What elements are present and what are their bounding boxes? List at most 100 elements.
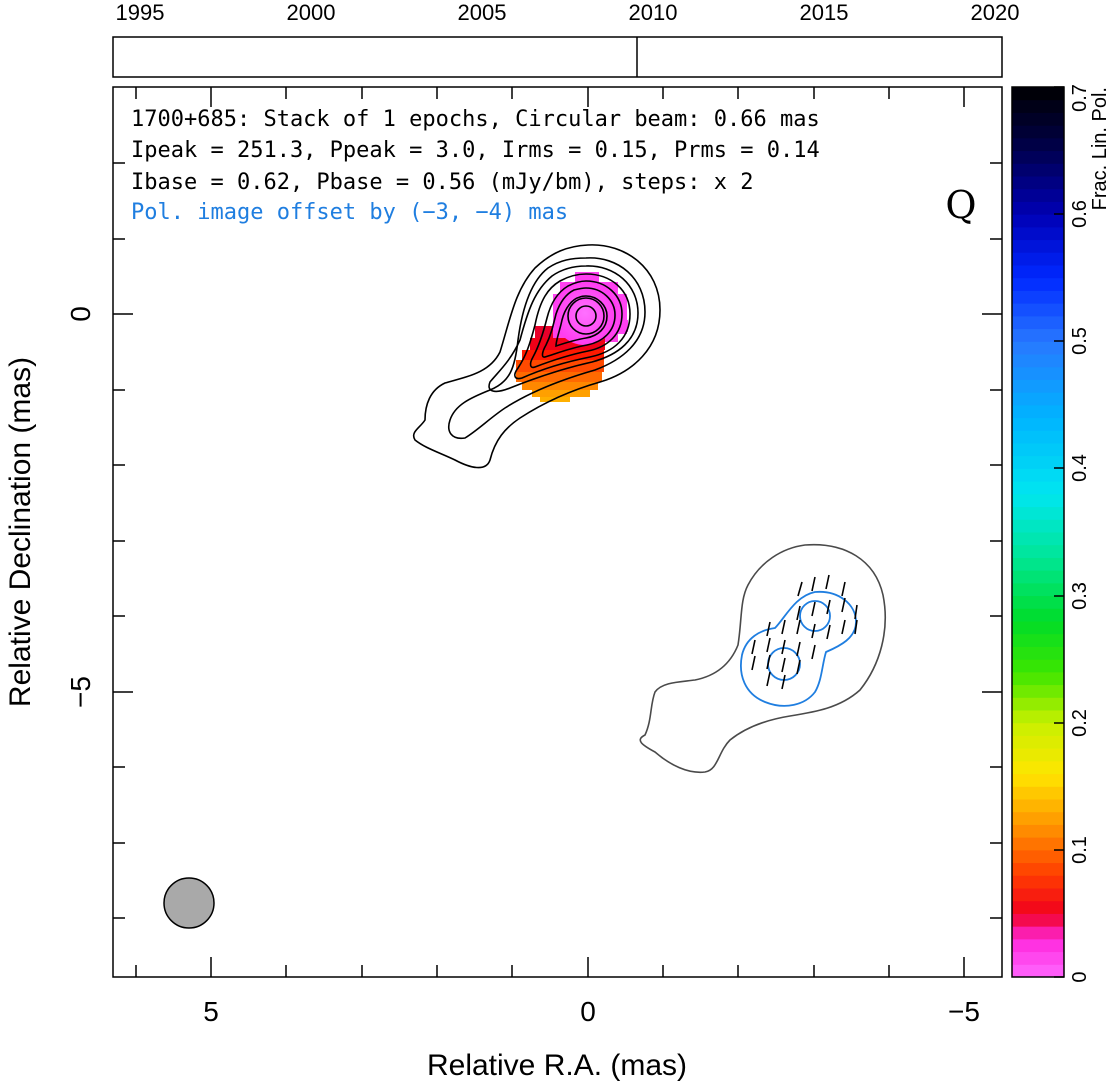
x-tick-label-0: 0 [580, 996, 596, 1027]
header-line-3: Ibase = 0.62, Pbase = 0.56 (mJy/bm), ste… [131, 170, 754, 195]
year-label-2000: 2000 [287, 0, 336, 25]
colorbar-tick-0.6: 0.6 [1069, 200, 1091, 228]
colorbar-band [1012, 710, 1064, 724]
colorbar: 0 0.1 0.2 0.3 0.4 0.5 0.6 0.7 Frac. Lin.… [1011, 84, 1111, 983]
colorbar-band [1012, 900, 1064, 914]
x-tick-label-5: 5 [203, 996, 219, 1027]
colorbar-band [1012, 112, 1064, 126]
colorbar-band [1012, 964, 1064, 978]
colorbar-band [1012, 799, 1064, 813]
map-panel: 1700+685: Stack of 1 epochs, Circular be… [4, 86, 1003, 1082]
year-label-2020: 2020 [971, 0, 1020, 25]
colorbar-band [1012, 430, 1064, 444]
colorbar-band [1012, 748, 1064, 762]
timeline-box [112, 36, 1003, 78]
colorbar-band [1012, 315, 1064, 330]
colorbar-band [1012, 392, 1064, 406]
year-label-2015: 2015 [800, 0, 849, 25]
colorbar-band [1012, 379, 1064, 393]
colorbar-band [1012, 544, 1064, 558]
colorbar-band [1012, 595, 1064, 609]
colorbar-band [1012, 303, 1064, 317]
colorbar-band [1012, 163, 1064, 177]
colorbar-band [1012, 150, 1064, 164]
colorbar-band [1012, 87, 1064, 101]
colorbar-band [1012, 582, 1064, 597]
colorbar-tick-0.5: 0.5 [1069, 327, 1091, 355]
y-axis-label: Relative Declination (mas) [4, 357, 37, 707]
colorbar-band [1012, 875, 1064, 889]
colorbar-band [1012, 913, 1064, 927]
colorbar-band [1012, 252, 1064, 266]
colorbar-tick-0.4: 0.4 [1069, 454, 1091, 482]
stokes-label: Q [945, 183, 976, 227]
colorbar-band [1012, 506, 1064, 520]
y-tick-label-minus5: −5 [65, 676, 96, 708]
colorbar-band [1012, 888, 1064, 902]
colorbar-frame [1011, 86, 1065, 978]
colorbar-band [1012, 786, 1064, 800]
colorbar-band [1012, 557, 1064, 571]
evpa-vectors [751, 574, 858, 690]
colorbar-band [1012, 443, 1064, 457]
colorbar-band [1012, 455, 1064, 469]
colorbar-band [1012, 417, 1064, 431]
colorbar-band [1012, 354, 1064, 368]
colorbar-ticks [1054, 86, 1064, 978]
colorbar-bands [1012, 87, 1064, 978]
colorbar-band [1012, 951, 1064, 965]
colorbar-tick-0.7: 0.7 [1069, 84, 1091, 112]
y-axis-ticks [113, 162, 1002, 919]
colorbar-band [1012, 176, 1064, 190]
colorbar-tick-0: 0 [1069, 971, 1091, 982]
colorbar-band [1012, 722, 1064, 736]
colorbar-band [1012, 328, 1064, 342]
colorbar-band [1012, 493, 1064, 508]
colorbar-band [1012, 468, 1064, 482]
colorbar-band [1012, 239, 1064, 253]
colorbar-band [1012, 926, 1064, 940]
colorbar-band [1012, 519, 1064, 533]
colorbar-band [1012, 99, 1064, 113]
colorbar-tick-0.1: 0.1 [1069, 836, 1091, 864]
year-label-2010: 2010 [629, 0, 678, 25]
colorbar-band [1012, 341, 1064, 355]
colorbar-band [1012, 938, 1064, 953]
colorbar-band [1012, 849, 1064, 864]
colorbar-band [1012, 277, 1064, 291]
colorbar-band [1012, 214, 1064, 228]
frac-pol-pixels [516, 272, 628, 402]
colorbar-band [1012, 633, 1064, 647]
colorbar-band [1012, 824, 1064, 838]
map-frame [112, 86, 1003, 978]
colorbar-tick-0.2: 0.2 [1069, 709, 1091, 737]
header-line-4: Pol. image offset by (−3, −4) mas [131, 200, 568, 225]
y-tick-label-0: 0 [65, 306, 96, 322]
beam-ellipse [163, 877, 215, 929]
colorbar-band [1012, 646, 1064, 660]
colorbar-band [1012, 811, 1064, 825]
header-line-2: Ipeak = 251.3, Ppeak = 3.0, Irms = 0.15,… [131, 138, 820, 163]
colorbar-band [1012, 608, 1064, 622]
colorbar-band [1012, 671, 1064, 686]
timeline: 1995 2000 2005 2010 2015 2020 [112, 0, 1020, 78]
colorbar-band [1012, 265, 1064, 279]
colorbar-band [1012, 290, 1064, 304]
colorbar-band [1012, 697, 1064, 711]
colorbar-label: Frac. Lin. Pol. [1089, 87, 1111, 210]
colorbar-band [1012, 404, 1064, 419]
intensity-contours [412, 244, 661, 469]
header-line-1: 1700+685: Stack of 1 epochs, Circular be… [131, 107, 820, 132]
colorbar-band [1012, 226, 1064, 241]
colorbar-band [1012, 532, 1064, 546]
colorbar-band [1012, 773, 1064, 787]
year-label-1995: 1995 [116, 0, 165, 25]
colorbar-band [1012, 125, 1064, 139]
x-axis-ticks [135, 87, 965, 977]
colorbar-band [1012, 137, 1064, 152]
colorbar-band [1012, 621, 1064, 635]
colorbar-band [1012, 659, 1064, 673]
colorbar-band [1012, 201, 1064, 215]
colorbar-band [1012, 760, 1064, 775]
